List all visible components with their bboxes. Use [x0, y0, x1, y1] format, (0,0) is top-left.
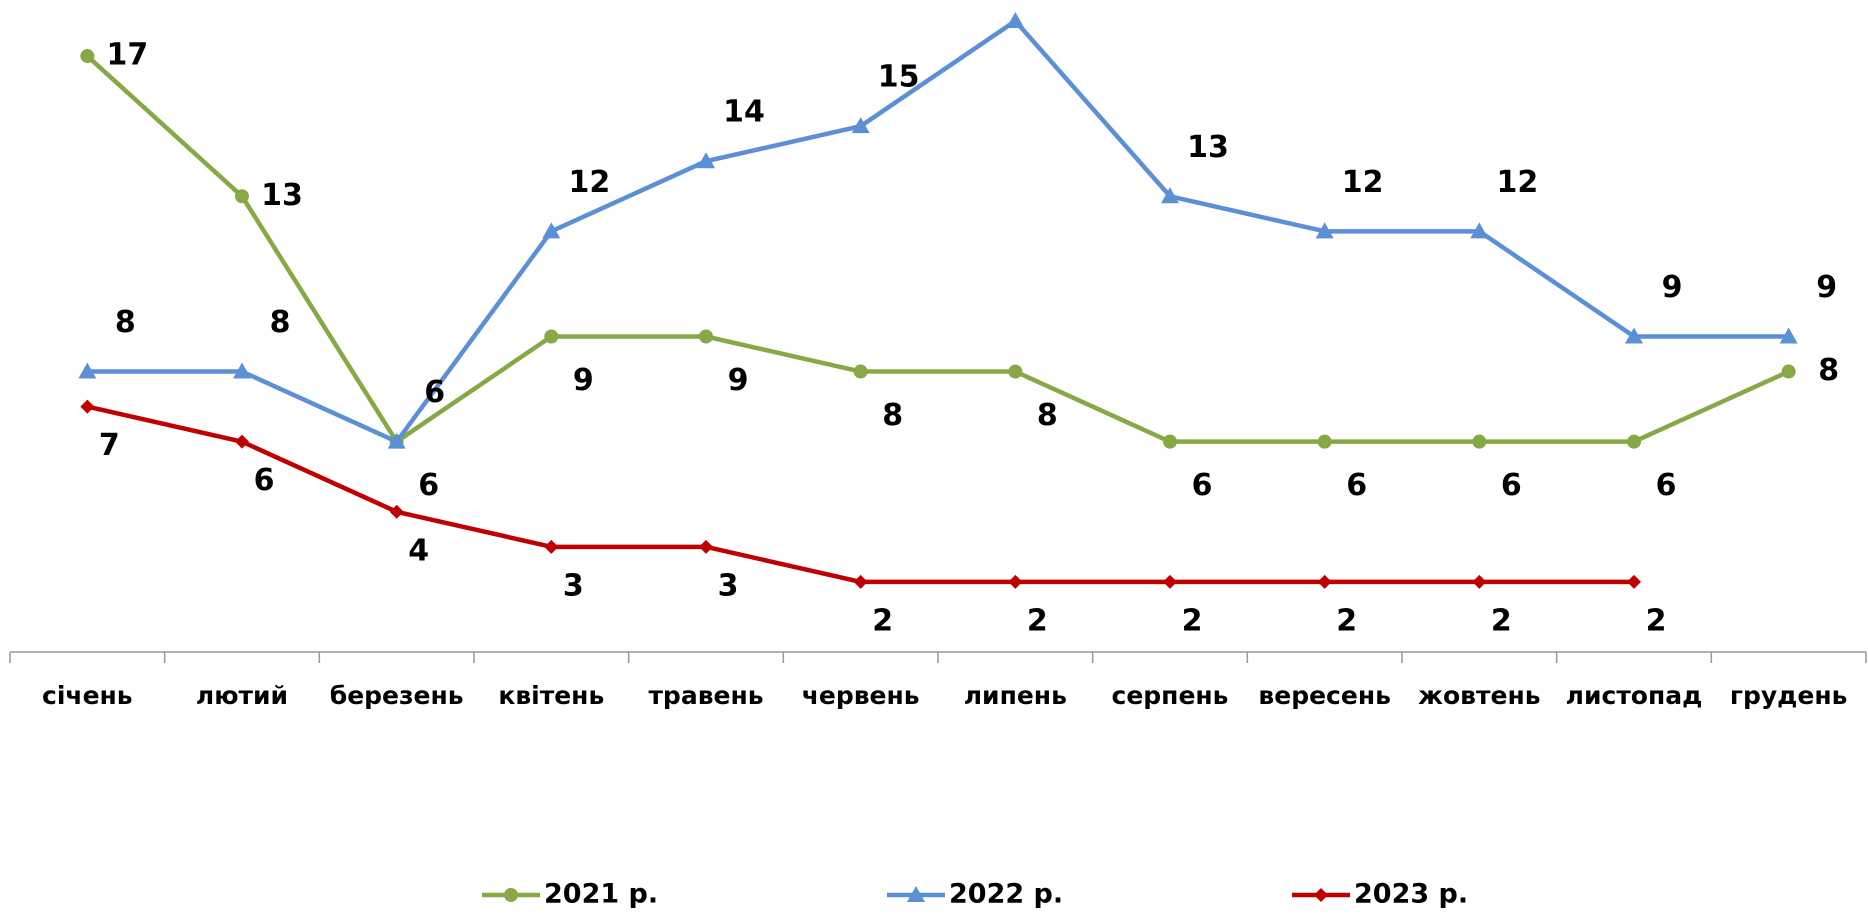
data-label: 8	[1037, 398, 1058, 433]
data-point	[853, 574, 868, 589]
data-point	[233, 362, 251, 379]
data-label: 9	[573, 363, 594, 398]
x-tick-label: лютий	[196, 681, 288, 710]
data-point	[544, 539, 559, 554]
data-label: 6	[1192, 468, 1213, 503]
x-tick-label: березень	[330, 681, 464, 710]
x-tick-label: травень	[648, 681, 763, 710]
data-point	[1317, 434, 1332, 449]
legend-marker	[907, 886, 925, 902]
data-point	[1627, 574, 1641, 589]
data-point	[1625, 327, 1643, 344]
data-label: 14	[723, 95, 765, 130]
x-tick-label: січень	[42, 681, 133, 710]
data-point	[542, 222, 561, 239]
data-label: 12	[1342, 165, 1384, 200]
legend-label: 2022 р.	[949, 879, 1063, 910]
data-point	[387, 432, 406, 449]
data-label: 6	[418, 468, 439, 503]
data-label: 7	[99, 428, 120, 463]
data-point	[80, 399, 95, 414]
x-tick-label: липень	[964, 681, 1067, 710]
data-point	[544, 329, 559, 344]
data-label: 8	[115, 305, 136, 340]
x-tick-label: грудень	[1730, 681, 1847, 710]
x-tick-label: вересень	[1258, 681, 1390, 710]
data-point	[1627, 434, 1641, 449]
data-label: 15	[878, 60, 920, 95]
data-label: 12	[1496, 165, 1538, 200]
data-point	[235, 434, 249, 449]
data-label: 9	[1662, 270, 1683, 305]
data-label: 6	[1501, 468, 1522, 503]
data-label: 2	[872, 603, 893, 638]
data-label: 2	[1646, 603, 1667, 638]
legend-label: 2023 р.	[1354, 879, 1468, 910]
data-label: 8	[270, 305, 291, 340]
legend-marker	[1314, 888, 1328, 902]
data-point	[1472, 434, 1487, 449]
data-point	[78, 362, 97, 379]
x-tick-label: серпень	[1112, 681, 1229, 710]
data-label: 6	[1346, 468, 1367, 503]
data-label: 2	[1182, 603, 1203, 638]
data-label: 4	[408, 533, 429, 568]
data-point	[1161, 187, 1179, 204]
x-tick-label: червень	[802, 681, 920, 710]
data-point	[697, 152, 715, 169]
legend-marker	[504, 888, 518, 902]
legend-label: 2021 р.	[544, 879, 658, 910]
x-tick-label: листопад	[1566, 681, 1703, 710]
data-label: 17	[106, 38, 148, 73]
series-line	[86, 404, 1634, 585]
data-label: 12	[568, 165, 610, 200]
data-label: 3	[563, 568, 584, 603]
data-label: 9	[1816, 270, 1837, 305]
series-line	[85, 54, 1790, 444]
data-point	[1008, 574, 1023, 589]
data-point	[80, 49, 95, 64]
data-label: 2	[1027, 603, 1048, 638]
series-line	[87, 18, 1789, 444]
data-label: 8	[882, 398, 903, 433]
data-point	[1470, 222, 1489, 239]
data-label: 6	[254, 463, 275, 498]
x-tick-label: жовтень	[1418, 681, 1540, 710]
data-label: 2	[1491, 603, 1512, 638]
data-point	[1315, 222, 1334, 239]
data-point	[1779, 327, 1798, 344]
data-point	[853, 364, 868, 379]
data-label: 13	[1187, 130, 1229, 165]
data-point	[1163, 434, 1177, 449]
data-label: 6	[424, 375, 445, 410]
data-point	[1006, 12, 1025, 28]
data-point	[389, 504, 404, 519]
data-label: 6	[1656, 468, 1677, 503]
data-point	[235, 189, 249, 204]
x-tick-label: квітень	[498, 681, 604, 710]
data-label: 3	[718, 568, 739, 603]
data-label: 9	[728, 363, 749, 398]
data-point	[699, 539, 713, 554]
data-point	[1472, 574, 1487, 589]
data-label: 13	[261, 178, 303, 213]
data-point	[1781, 364, 1796, 379]
data-label: 8	[1818, 353, 1839, 388]
data-point	[1317, 574, 1332, 589]
data-point	[699, 329, 713, 344]
data-point	[851, 117, 870, 134]
data-label: 2	[1336, 603, 1357, 638]
data-point	[1163, 574, 1177, 589]
data-point	[1008, 364, 1023, 379]
